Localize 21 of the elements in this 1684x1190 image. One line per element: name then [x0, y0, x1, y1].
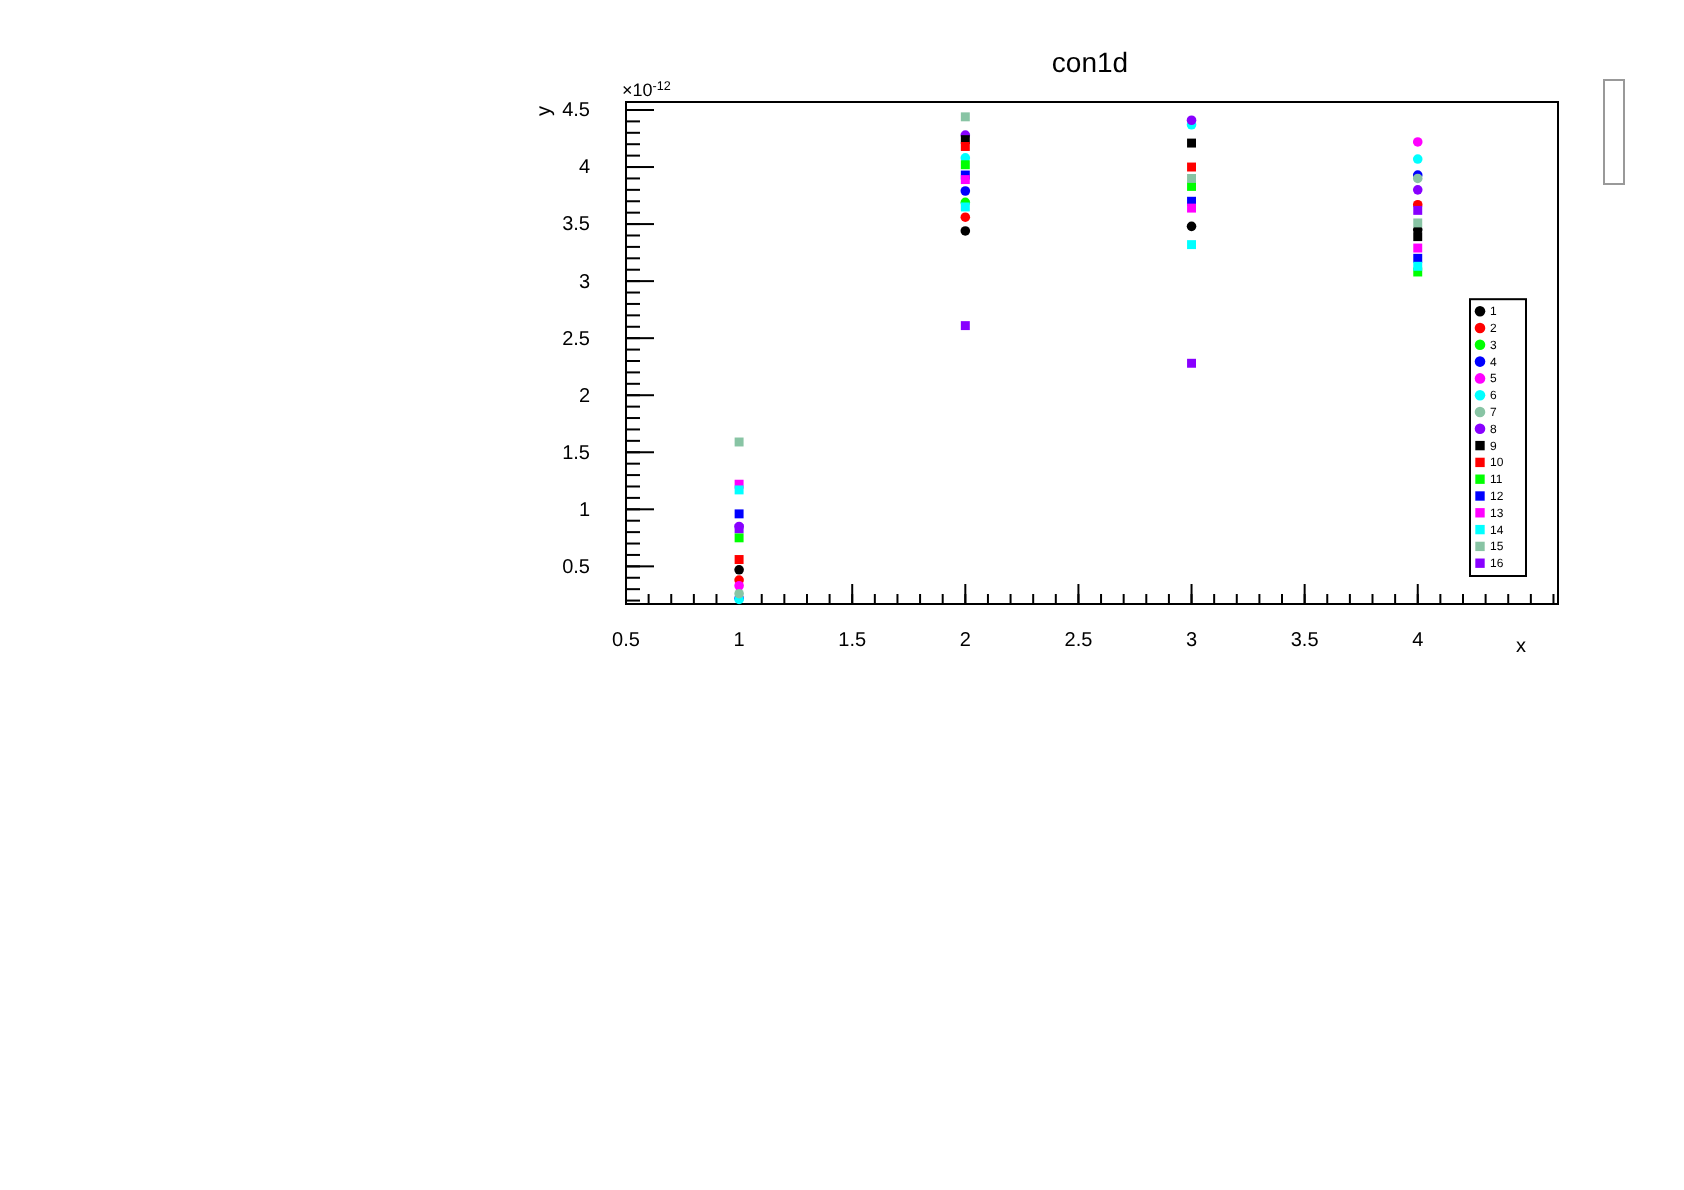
x-tick-label: 0.5 [612, 630, 641, 653]
text: ×10$^{-12}$ [622, 79, 672, 100]
x-tick-label: 2 [959, 630, 972, 653]
y-tick-label: 2.5 [562, 328, 591, 351]
x-tick-label: 3.5 [1290, 630, 1320, 653]
x-tick-label: 2.5 [1064, 630, 1094, 653]
y-tick-label: 3 [578, 271, 591, 294]
x-tick-label: 3 [1185, 630, 1198, 653]
y-tick-label: 1.5 [562, 442, 591, 465]
y-tick-label: 1 [578, 499, 591, 522]
y-tick-label: 4 [578, 157, 591, 180]
x-tick-label: 4 [1412, 630, 1425, 653]
y-tick-label: 0.5 [562, 556, 591, 579]
chart-title: con1d [1051, 46, 1129, 78]
y-tick-label: 2 [578, 385, 591, 408]
y-tick-label: 3.5 [562, 214, 591, 237]
x-tick-label: 1.5 [838, 630, 867, 653]
y-tick-label: 4.5 [562, 100, 591, 123]
y-axis-title: y [534, 106, 556, 116]
x-tick-label: 1 [733, 630, 746, 653]
x-axis-title: x [1516, 636, 1526, 658]
